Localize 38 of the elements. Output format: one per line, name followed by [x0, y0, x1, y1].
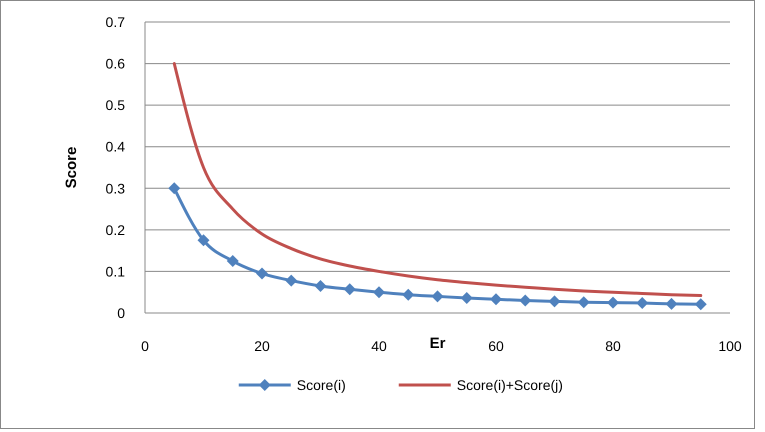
x-axis-title: Er	[430, 335, 446, 352]
point	[490, 293, 502, 306]
point	[256, 268, 268, 280]
y-tick-label: 0.6	[106, 56, 126, 72]
legend-label: Score(i)	[296, 377, 346, 393]
point	[578, 296, 590, 308]
point	[636, 297, 648, 310]
y-tick-label: 0.3	[106, 180, 126, 196]
x-tick-label: 60	[488, 338, 504, 354]
point	[519, 294, 532, 307]
y-tick-label: 0.5	[106, 97, 126, 114]
point	[460, 292, 473, 304]
point	[666, 298, 678, 310]
y-tick-label: 0.7	[106, 14, 126, 30]
point	[432, 290, 444, 302]
x-tick-label: 20	[254, 338, 270, 354]
x-tick-label: 0	[141, 338, 150, 354]
point	[548, 295, 560, 308]
point	[607, 296, 619, 309]
point	[344, 283, 356, 296]
point	[373, 286, 385, 298]
point	[226, 255, 239, 268]
point	[198, 234, 210, 246]
y-tick-label: 0.2	[106, 222, 126, 238]
legend-label: Score(i)+Score(j)	[456, 377, 563, 393]
line-series	[172, 62, 702, 298]
x-tick-label: 40	[371, 338, 387, 354]
point	[285, 274, 298, 287]
x-tick-label: 80	[605, 338, 621, 354]
y-tick-label: 0.4	[106, 138, 126, 155]
x-tick-label: 100	[718, 338, 742, 354]
point	[314, 280, 326, 292]
y-axis-title: Score	[63, 146, 80, 188]
y-tick-label: 0	[117, 305, 126, 321]
point	[402, 288, 414, 301]
point	[694, 298, 707, 310]
point	[168, 182, 180, 194]
y-tick-label: 0.1	[106, 263, 126, 280]
